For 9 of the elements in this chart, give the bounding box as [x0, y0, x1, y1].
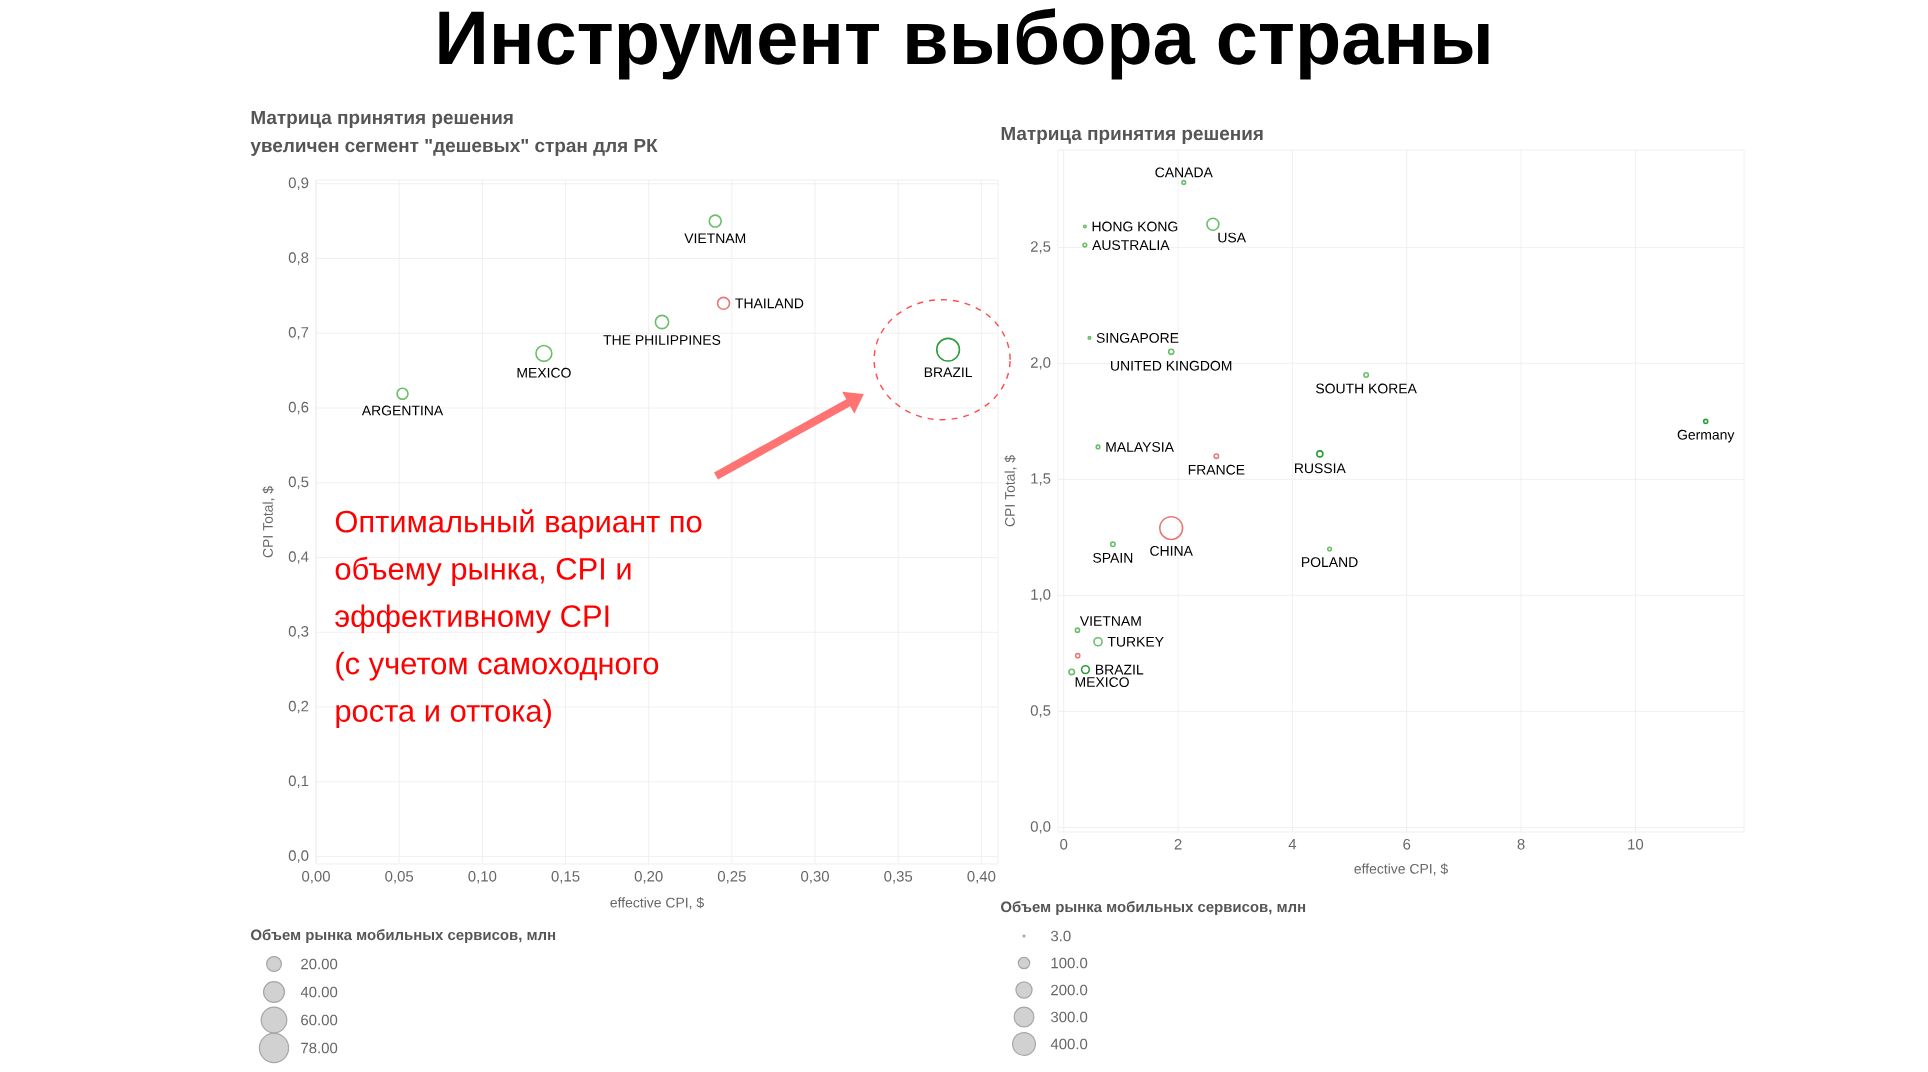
- annotation: Оптимальный вариант по: [335, 509, 702, 539]
- annotation: (с учетом самоходного: [336, 651, 659, 681]
- annotation: объему рынка, CPI и: [335, 556, 631, 586]
- chart-title: Матрица принятия решения: [1001, 126, 1263, 144]
- text: Инструмент выбора страны: [439, 8, 1489, 80]
- chart-subtitle: увеличен сегмент "дешевых" стран для РК: [250, 138, 658, 156]
- chart-title: Матрица принятия решения: [251, 110, 513, 128]
- annotation: роста и оттока): [336, 699, 551, 728]
- annotation: эффективному CPI: [335, 604, 609, 634]
